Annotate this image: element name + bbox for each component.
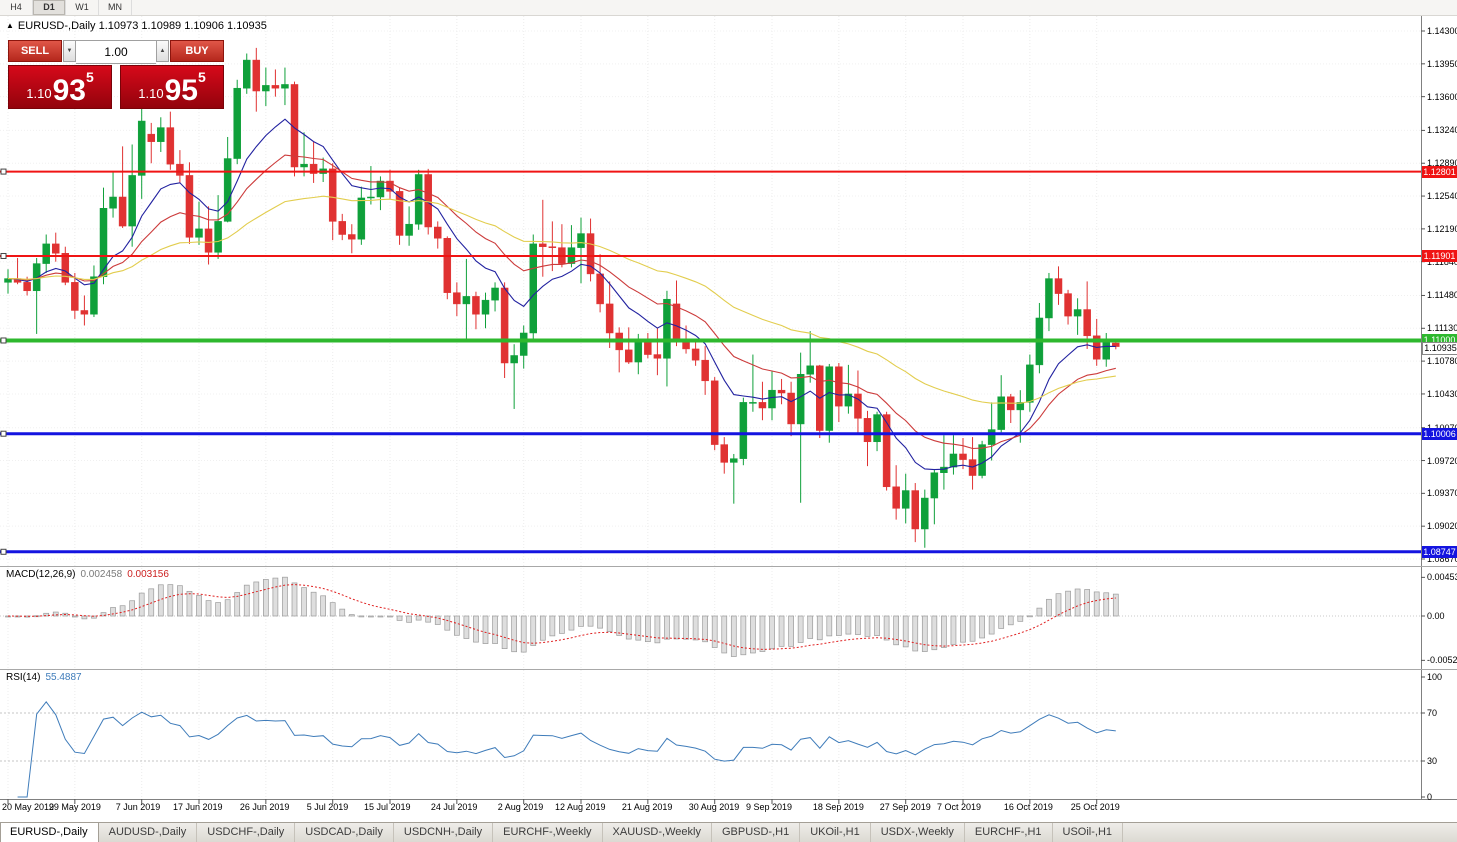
timeframe-button-w1[interactable]: W1: [66, 0, 99, 15]
macd-main-value: 0.002458: [80, 569, 123, 580]
level-line-handle[interactable]: [0, 252, 7, 259]
chart-tab-xauusd-weekly[interactable]: XAUUSD-,Weekly: [603, 823, 712, 842]
macd-name: MACD(12,26,9): [6, 569, 76, 580]
ma-slow-yellow-line: [7, 195, 1116, 404]
volume-decrease-icon[interactable]: ▼: [63, 40, 76, 62]
rsi-indicator-label: RSI(14) 55.4887: [6, 672, 82, 683]
timeframe-toolbar: H4 D1 W1 MN: [0, 0, 1457, 16]
ask-price-display[interactable]: 1.10 95 5: [120, 65, 224, 109]
chart-tab-eurchf-weekly[interactable]: EURCHF-,Weekly: [493, 823, 603, 842]
moving-averages-layer: [7, 118, 1116, 471]
buy-button[interactable]: BUY: [170, 40, 224, 62]
macd-indicator-label: MACD(12,26,9) 0.002458 0.003156: [6, 569, 169, 580]
rsi-line: [17, 700, 1116, 798]
volume-input[interactable]: [76, 40, 156, 64]
ma-fast-blue-line: [7, 118, 1116, 471]
bid-price-display[interactable]: 1.10 93 5: [8, 65, 112, 109]
chart-tab-usdx-weekly[interactable]: USDX-,Weekly: [871, 823, 965, 842]
trade-panel-collapse-icon[interactable]: ▲: [6, 21, 14, 30]
chart-tab-usdchf-daily[interactable]: USDCHF-,Daily: [197, 823, 296, 842]
macd-layer: [5, 576, 1119, 657]
sell-button[interactable]: SELL: [8, 40, 62, 62]
rsi-name: RSI(14): [6, 672, 41, 683]
chart-title-bar: ▲ EURUSD-,Daily 1.10973 1.10989 1.10906 1…: [6, 20, 267, 32]
volume-stepper: ▼ ▲: [63, 40, 169, 64]
chart-tab-usoil-h1[interactable]: USOil-,H1: [1053, 823, 1124, 842]
chart-tab-bar: EURUSD-,Daily AUDUSD-,Daily USDCHF-,Daily U…: [0, 822, 1457, 842]
chart-tab-eurchf-h1[interactable]: EURCHF-,H1: [965, 823, 1053, 842]
level-line-handle[interactable]: [0, 548, 7, 555]
ask-price-big: 95: [164, 74, 198, 107]
grid-layer: [0, 16, 1421, 799]
bid-price-sup: 5: [85, 69, 94, 85]
level-line-handle[interactable]: [0, 337, 7, 344]
rsi-value: 55.4887: [45, 672, 82, 683]
level-line-handle[interactable]: [0, 168, 7, 175]
chart-title-text: EURUSD-,Daily 1.10973 1.10989 1.10906 1.…: [17, 20, 267, 32]
level-lines-layer: [0, 168, 1421, 555]
bid-price-prefix: 1.10: [26, 86, 52, 101]
chart-tab-gbpusd-h1[interactable]: GBPUSD-,H1: [712, 823, 801, 842]
timeframe-button-h4[interactable]: H4: [0, 0, 33, 15]
chart-tab-audusd-daily[interactable]: AUDUSD-,Daily: [99, 823, 198, 842]
ma-mid-red-line: [7, 154, 1116, 450]
timeframe-button-mn[interactable]: MN: [99, 0, 132, 15]
chart-tab-usdcnh-daily[interactable]: USDCNH-,Daily: [394, 823, 494, 842]
rsi-layer: [17, 700, 1116, 798]
macd-signal-value: 0.003156: [127, 569, 169, 580]
ask-price-sup: 5: [197, 69, 206, 85]
candles-layer: [4, 47, 1120, 548]
chart-tab-ukoil-h1[interactable]: UKOil-,H1: [800, 823, 871, 842]
ask-price-prefix: 1.10: [138, 86, 164, 101]
chart-tab-eurusd-daily[interactable]: EURUSD-,Daily: [0, 823, 99, 842]
bid-price-big: 93: [52, 74, 86, 107]
timeframe-button-d1[interactable]: D1: [33, 0, 66, 15]
chart-tab-usdcad-daily[interactable]: USDCAD-,Daily: [295, 823, 394, 842]
volume-increase-icon[interactable]: ▲: [156, 40, 169, 62]
level-line-handle[interactable]: [0, 430, 7, 437]
